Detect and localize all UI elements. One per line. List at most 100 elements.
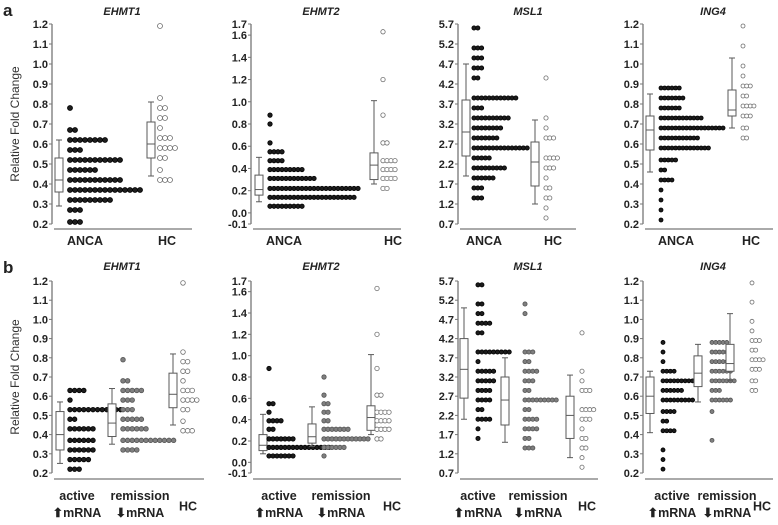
data-point bbox=[157, 115, 163, 121]
data-point bbox=[299, 203, 305, 209]
data-point bbox=[386, 418, 392, 424]
y-tick-label: 1.4 bbox=[232, 52, 248, 64]
data-point bbox=[67, 466, 73, 472]
group-anca: ANCA bbox=[254, 112, 361, 248]
data-point bbox=[355, 185, 361, 192]
data-point bbox=[162, 135, 168, 141]
y-tick-label: 5.2 bbox=[439, 39, 454, 51]
data-point bbox=[157, 105, 163, 111]
category-label: ⬇mRNA bbox=[116, 506, 165, 520]
data-point bbox=[522, 301, 528, 307]
data-point bbox=[107, 187, 113, 193]
chart-a-ehmt1: EHMT1 0.2 0.3 0.4 0.5 0.6 0.7 0.8 0.9 1.0 1.1 1.2 AN… bbox=[33, 6, 192, 248]
data-point bbox=[107, 177, 113, 183]
data-point bbox=[92, 177, 98, 183]
category-label: ⬆mRNA bbox=[648, 506, 697, 520]
group-remission: remission ⬇mRNA bbox=[693, 340, 757, 520]
data-point bbox=[134, 437, 140, 444]
data-point bbox=[475, 435, 481, 441]
data-point bbox=[102, 177, 108, 183]
box-iqr bbox=[55, 411, 65, 451]
chart-title: ING4 bbox=[700, 261, 726, 273]
data-point bbox=[184, 428, 191, 434]
data-point bbox=[81, 406, 87, 413]
data-point bbox=[679, 388, 684, 393]
y-tick-label: 0.6 bbox=[624, 139, 639, 151]
data-point bbox=[676, 85, 682, 91]
data-point bbox=[498, 125, 504, 131]
data-point bbox=[157, 437, 163, 444]
data-point bbox=[290, 436, 296, 442]
y-tick-label: 1.0 bbox=[232, 351, 247, 363]
data-point bbox=[530, 349, 536, 355]
data-point bbox=[487, 397, 493, 403]
data-point bbox=[94, 406, 101, 413]
data-point bbox=[579, 368, 585, 374]
data-point bbox=[534, 368, 540, 374]
data-point bbox=[583, 435, 589, 441]
category-label: HC bbox=[578, 500, 596, 514]
group-anca: ANCA bbox=[461, 25, 530, 248]
data-point bbox=[534, 426, 540, 432]
y-tick-label: 0.6 bbox=[232, 393, 247, 405]
data-point bbox=[67, 167, 73, 173]
y-tick-label: 1.7 bbox=[232, 276, 247, 288]
group-hc: HC bbox=[727, 23, 760, 248]
data-point bbox=[90, 406, 96, 413]
data-point bbox=[180, 358, 186, 365]
data-point bbox=[85, 426, 92, 432]
data-point bbox=[112, 157, 118, 163]
category-label: active bbox=[654, 489, 689, 503]
chart-b-ehmt1: EHMT1 0.2 0.3 0.4 0.5 0.6 0.7 0.8 0.9 1.0 1.1 1.2 ac… bbox=[33, 261, 204, 520]
data-point bbox=[72, 197, 78, 203]
data-point bbox=[753, 378, 759, 384]
y-tick-label: 4.7 bbox=[439, 59, 454, 71]
data-point bbox=[157, 177, 163, 183]
data-point bbox=[543, 75, 549, 81]
box-iqr bbox=[254, 174, 264, 196]
category-label: ANCA bbox=[466, 234, 502, 248]
y-tick-label: 1.2 bbox=[232, 329, 247, 341]
data-point bbox=[124, 437, 131, 444]
y-tick-label: 0.8 bbox=[33, 99, 48, 111]
y-tick-label: 1.2 bbox=[33, 19, 48, 31]
data-point bbox=[77, 147, 83, 153]
data-point bbox=[134, 447, 140, 453]
y-tick-label: 1.1 bbox=[624, 39, 639, 51]
y-tick-label: 1.0 bbox=[33, 59, 48, 71]
y-tick-label: 1.6 bbox=[232, 287, 247, 299]
data-point bbox=[664, 418, 670, 424]
data-point bbox=[157, 167, 163, 173]
data-point bbox=[325, 401, 331, 407]
data-point bbox=[120, 357, 126, 363]
chart-title: ING4 bbox=[700, 6, 726, 18]
chart-b-ing4: ING4 0.2 0.3 0.4 0.5 0.6 0.7 0.8 0.9 1.0 1.1 1.2 act… bbox=[624, 261, 773, 520]
chart-title: EHMT1 bbox=[103, 261, 140, 273]
data-point bbox=[709, 409, 715, 414]
data-point bbox=[194, 397, 200, 403]
data-point bbox=[279, 158, 285, 164]
data-point bbox=[384, 185, 390, 192]
data-point bbox=[99, 406, 105, 413]
y-tick-label: 0.9 bbox=[624, 334, 639, 346]
group-anca: ANCA bbox=[54, 105, 143, 248]
data-point bbox=[71, 387, 78, 394]
chart-title: EHMT2 bbox=[302, 6, 339, 18]
data-point bbox=[184, 358, 191, 365]
data-point bbox=[749, 318, 755, 324]
y-tick-label: 0.8 bbox=[232, 119, 247, 131]
data-point bbox=[658, 187, 664, 193]
y-tick-label: 4.2 bbox=[439, 334, 454, 346]
data-point bbox=[579, 455, 585, 461]
data-point bbox=[152, 437, 158, 444]
data-point bbox=[392, 166, 398, 173]
y-tick-label: 4.2 bbox=[439, 79, 454, 91]
y-tick-label: 0.4 bbox=[33, 430, 49, 442]
y-tick-label: 0.3 bbox=[33, 449, 48, 461]
y-tick-label: 0.2 bbox=[624, 219, 639, 231]
data-point bbox=[138, 387, 145, 394]
data-point bbox=[72, 137, 78, 143]
y-tick-label: 0.0 bbox=[232, 208, 247, 220]
data-point bbox=[67, 219, 73, 225]
category-label: ANCA bbox=[266, 234, 302, 248]
